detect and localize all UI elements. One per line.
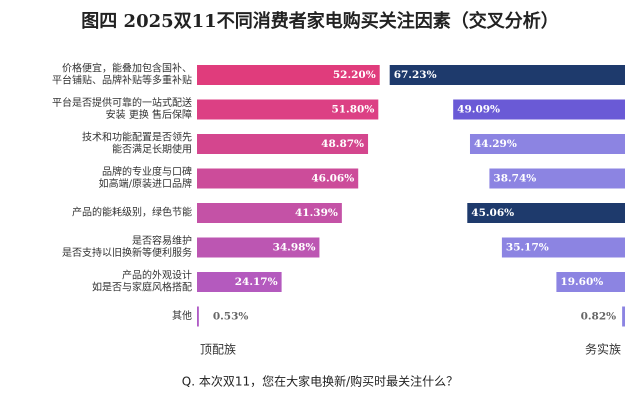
category-label: 价格便宜，能叠加包含国补、 — [62, 62, 192, 75]
value-label: 67.23% — [394, 69, 437, 81]
category-label: 安装 更换 售后保障 — [106, 108, 192, 121]
legend-label: 顶配族 — [200, 343, 236, 357]
value-label: 19.60% — [560, 276, 603, 288]
value-label: 38.74% — [493, 173, 536, 185]
bar — [389, 65, 625, 85]
value-label: 52.20% — [333, 69, 376, 81]
bar — [197, 168, 359, 189]
value-label: 24.17% — [235, 276, 278, 288]
category-label: 技术和功能配置是否领先 — [82, 131, 192, 144]
bar — [469, 134, 625, 154]
category-label: 如是否与家庭风格搭配 — [92, 281, 192, 294]
value-label: 0.82% — [581, 311, 617, 323]
bar — [556, 272, 625, 292]
category-label: 品牌的专业度与口碑 — [102, 165, 192, 178]
bar — [197, 272, 282, 292]
bar — [453, 99, 625, 120]
value-label: 48.87% — [321, 138, 364, 150]
bar — [197, 99, 379, 120]
category-label: 其他 — [172, 309, 192, 322]
bar — [489, 168, 625, 189]
value-label: 34.98% — [273, 242, 316, 254]
category-label: 能否满足长期使用 — [112, 143, 192, 156]
category-label: 产品的外观设计 — [122, 269, 192, 282]
value-label: 44.29% — [474, 138, 517, 150]
bar — [197, 237, 320, 258]
value-label: 35.17% — [506, 242, 549, 254]
bar — [197, 65, 380, 85]
bar — [467, 203, 625, 223]
category-label: 平台是否提供可靠的一站式配送 — [52, 96, 192, 109]
category-label: 平台铺贴、品牌补贴等多重补贴 — [52, 74, 192, 87]
value-label: 0.53% — [213, 311, 249, 323]
value-label: 41.39% — [295, 207, 338, 219]
category-label: 是否容易维护 — [132, 234, 192, 247]
value-label: 49.09% — [457, 104, 500, 116]
bar — [197, 134, 369, 154]
bar — [501, 237, 625, 258]
category-label: 产品的能耗级别，绿色节能 — [72, 206, 192, 219]
bar — [622, 306, 625, 327]
value-label: 46.06% — [311, 173, 354, 185]
value-label: 51.80% — [331, 104, 374, 116]
bar — [197, 203, 342, 223]
chart-title: 图四 2025双11不同消费者家电购买关注因素（交叉分析） — [81, 10, 558, 32]
category-label: 是否支持以旧换新等便利服务 — [62, 246, 192, 259]
question: Q. 本次双11，您在大家电换新/购买时最关注什么？ — [182, 374, 458, 389]
legend-label: 务实族 — [585, 342, 621, 357]
value-label: 45.06% — [471, 207, 514, 219]
category-label: 如高端/原装进口品牌 — [99, 177, 192, 190]
bar — [197, 306, 199, 327]
